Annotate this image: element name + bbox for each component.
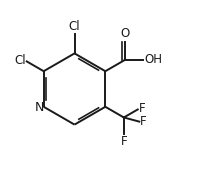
Text: F: F	[140, 115, 147, 128]
Text: F: F	[139, 102, 145, 116]
Text: Cl: Cl	[69, 20, 80, 33]
Text: O: O	[121, 27, 130, 40]
Text: F: F	[121, 135, 127, 148]
Text: Cl: Cl	[14, 54, 26, 67]
Text: OH: OH	[144, 53, 162, 66]
Text: N: N	[35, 101, 44, 114]
